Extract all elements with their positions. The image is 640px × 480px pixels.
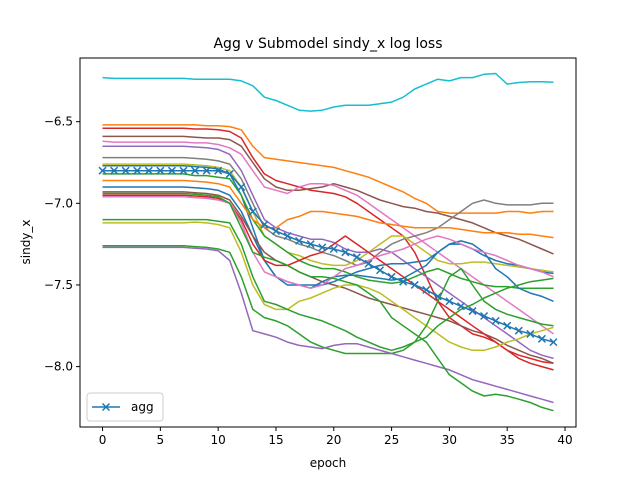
agg-marker xyxy=(364,259,373,268)
agg-marker xyxy=(399,277,408,286)
series-3-line xyxy=(102,135,554,255)
agg-marker xyxy=(179,166,188,175)
series-1-line xyxy=(102,124,554,214)
axes-frame xyxy=(79,57,577,428)
y-tick-label: −7.5 xyxy=(44,278,73,292)
legend-label-agg: agg xyxy=(131,400,154,414)
series-agg-line xyxy=(102,169,554,343)
series-4-line xyxy=(102,140,554,335)
agg-marker xyxy=(214,166,223,175)
agg-marker xyxy=(144,166,153,175)
series-14-line xyxy=(102,196,554,289)
series-16-line xyxy=(102,218,554,352)
agg-marker xyxy=(352,253,361,262)
x-tick-label: 10 xyxy=(211,433,226,447)
y-tick-label: −6.5 xyxy=(44,115,73,129)
agg-marker xyxy=(110,166,119,175)
legend-box xyxy=(86,392,164,422)
agg-marker xyxy=(445,297,454,306)
series-12-line xyxy=(102,191,554,364)
x-tick-label: 40 xyxy=(557,433,572,447)
agg-marker xyxy=(537,334,546,343)
x-tick-label: 5 xyxy=(157,433,165,447)
agg-marker xyxy=(225,169,234,178)
agg-marker xyxy=(248,207,257,216)
agg-marker xyxy=(341,248,350,257)
agg-marker xyxy=(387,272,396,281)
legend: agg xyxy=(86,392,164,422)
x-tick-label: 20 xyxy=(326,433,341,447)
series-15-line xyxy=(102,221,554,352)
y-axis-label: sindy_x xyxy=(19,219,33,264)
agg-marker xyxy=(167,166,176,175)
x-axis-label: epoch xyxy=(310,456,347,470)
agg-marker xyxy=(133,166,142,175)
agg-marker xyxy=(98,166,107,175)
agg-marker xyxy=(468,307,477,316)
agg-marker xyxy=(503,321,512,330)
agg-marker xyxy=(271,227,281,236)
agg-marker xyxy=(514,326,523,335)
agg-marker xyxy=(318,243,327,252)
series-17-line xyxy=(102,245,554,355)
agg-marker xyxy=(295,236,304,245)
agg-marker xyxy=(410,280,419,289)
chart-title: Agg v Submodel sindy_x log loss xyxy=(213,36,442,52)
y-tick-label: −8.0 xyxy=(44,360,73,374)
agg-marker xyxy=(480,311,489,321)
series-2-line xyxy=(102,127,554,365)
agg-marker xyxy=(237,182,246,192)
series-10-line xyxy=(102,179,554,239)
x-axis: 0 5 10 15 20 25 30 35 40 xyxy=(99,427,573,447)
agg-marker xyxy=(306,240,315,249)
agg-marker xyxy=(329,245,338,254)
agg-marker xyxy=(491,316,500,325)
x-tick-label: 0 xyxy=(99,433,107,447)
series-8-line xyxy=(102,165,554,289)
series-7-line xyxy=(102,163,554,273)
legend-marker-agg xyxy=(101,402,111,412)
agg-marker xyxy=(191,166,200,175)
x-tick-label: 15 xyxy=(268,433,283,447)
agg-marker xyxy=(526,329,535,338)
agg-marker xyxy=(283,231,292,240)
series-9-line xyxy=(102,173,554,289)
agg-marker xyxy=(422,285,431,294)
series-18-line xyxy=(102,246,554,404)
agg-marker xyxy=(375,266,385,275)
agg-marker xyxy=(456,302,465,311)
agg-marker xyxy=(260,220,269,229)
y-axis: −8.0 −7.5 −7.0 −6.5 xyxy=(44,115,80,374)
agg-marker xyxy=(202,166,211,175)
agg-marker xyxy=(156,166,165,175)
agg-marker xyxy=(433,292,442,301)
plot-area xyxy=(98,72,558,412)
series-0-line xyxy=(102,72,554,112)
series-19-line xyxy=(102,192,554,412)
x-tick-label: 25 xyxy=(384,433,399,447)
series-6-line xyxy=(102,156,554,267)
x-tick-label: 35 xyxy=(500,433,515,447)
agg-marker xyxy=(121,166,130,175)
x-tick-label: 30 xyxy=(442,433,457,447)
y-tick-label: −7.0 xyxy=(44,196,73,210)
agg-marker xyxy=(549,338,558,347)
